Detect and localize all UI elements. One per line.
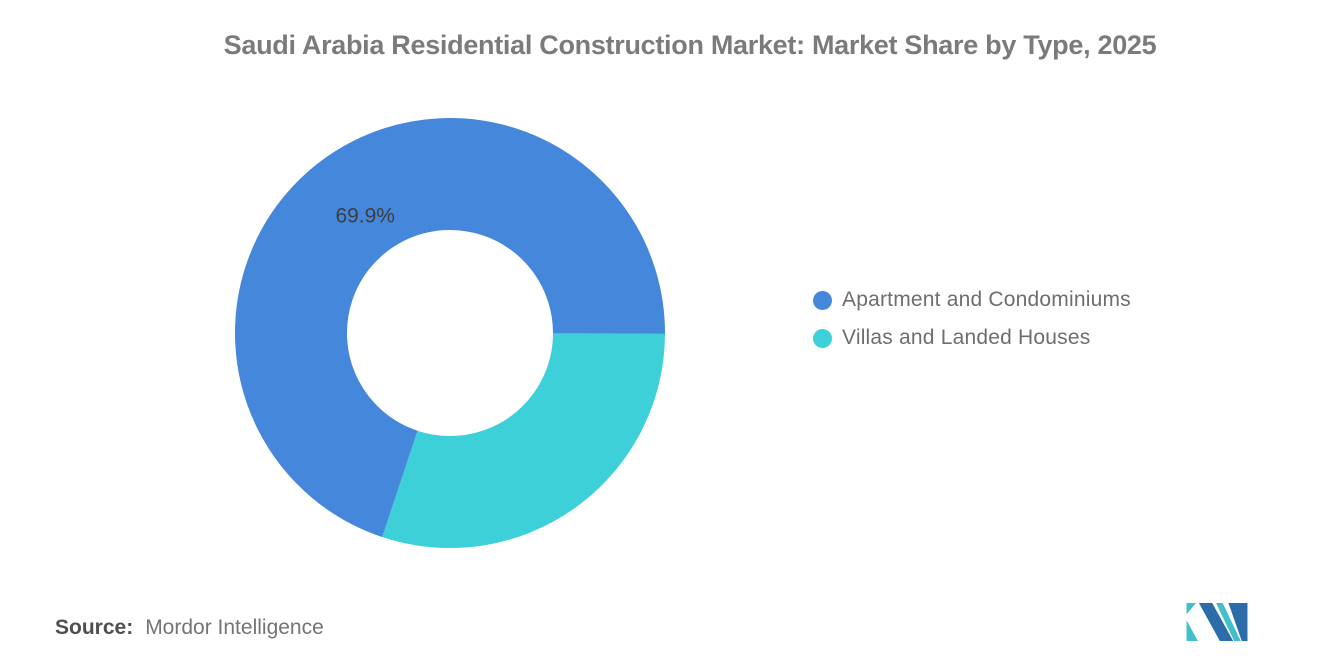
slice-apartment-and-condominiums (235, 117, 666, 548)
legend-label-villas: Villas and Landed Houses (842, 326, 1091, 349)
source-text: Mordor Intelligence (145, 616, 324, 639)
logo-blue-diagonal (1198, 602, 1234, 642)
legend: Apartment and Condominiums Villas and La… (813, 288, 1131, 350)
chart-title: Saudi Arabia Residential Construction Ma… (223, 30, 1157, 60)
logo-teal-diagonal (1216, 602, 1241, 642)
donut-chart: 69.9% (235, 117, 666, 548)
legend-label-apartment: Apartment and Condominiums (842, 288, 1131, 311)
slice-value-label: 69.9% (335, 205, 395, 228)
mordor-intelligence-logo-icon (1186, 602, 1248, 642)
logo-blue-bar (1228, 602, 1248, 642)
source-prefix: Source: (55, 616, 134, 639)
logo-teal-corner-bottom (1186, 620, 1198, 642)
legend-item-villas-and-landed-houses: Villas and Landed Houses (813, 326, 1131, 350)
legend-swatch-villas-icon (813, 328, 832, 348)
legend-swatch-apartment-icon (813, 290, 832, 310)
legend-item-apartment-and-condominiums: Apartment and Condominiums (813, 288, 1131, 312)
logo-teal-corner-top (1186, 602, 1197, 615)
source-note: Source: Mordor Intelligence (55, 616, 324, 640)
